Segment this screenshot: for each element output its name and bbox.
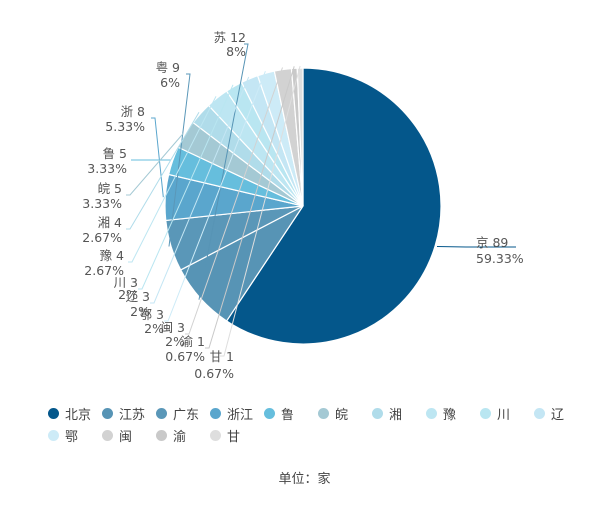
legend-swatch [534, 407, 545, 419]
slice-label-percent: 3.33% [87, 161, 127, 176]
legend-item[interactable]: 闽 [102, 427, 156, 445]
slice-label-value: 甘 1 [210, 349, 234, 364]
legend-swatch [318, 407, 329, 419]
slice-label-percent: 0.67% [194, 366, 234, 381]
pie-slice[interactable] [225, 67, 442, 345]
pie-slice[interactable] [296, 67, 304, 207]
legend-item[interactable]: 渝 [156, 427, 210, 445]
legend: 北京 江苏 广东 浙江 鲁 皖 湘 豫 川 辽鄂 闽 渝 甘 [48, 405, 588, 445]
leader-line [168, 73, 191, 247]
leader-line [164, 71, 266, 322]
legend-item[interactable]: 浙江 [210, 405, 264, 423]
legend-swatch [210, 407, 221, 419]
slice-label-percent: 59.33% [476, 251, 524, 266]
leader-line [198, 43, 249, 300]
legend-item[interactable]: 鄂 [48, 427, 102, 445]
slice-label-value: 京 89 [476, 235, 508, 250]
legend-swatch [156, 429, 167, 441]
legend-swatch [48, 429, 59, 441]
slice-label-percent: 2% [144, 321, 164, 336]
legend-swatch [156, 407, 167, 419]
legend-item[interactable]: 皖 [318, 405, 372, 423]
leader-line [150, 76, 250, 304]
legend-label: 渝 [173, 429, 187, 445]
legend-label: 江苏 [119, 407, 146, 423]
legend-label: 皖 [335, 407, 349, 423]
leader-line [126, 112, 200, 230]
slice-label-value: 鄂 3 [140, 307, 164, 322]
legend-label: 北京 [65, 407, 92, 423]
slice-label-percent: 2% [165, 334, 185, 349]
slice-label-percent: 8% [226, 44, 246, 59]
legend-label: 甘 [227, 429, 241, 445]
legend-item[interactable]: 豫 [426, 405, 480, 423]
slice-label-percent: 6% [160, 75, 180, 90]
slice-label-value: 粤 9 [156, 60, 180, 75]
slice-label-value: 浙 8 [121, 104, 145, 119]
slice-label-percent: 2.67% [82, 230, 122, 245]
leader-line [220, 65, 301, 357]
leader-line [126, 133, 184, 196]
legend-swatch [102, 407, 113, 419]
legend-item[interactable]: 甘 [210, 427, 264, 445]
legend-swatch [264, 407, 275, 419]
slice-label-value: 皖 5 [98, 181, 122, 196]
slice-label-percent: 2.67% [84, 263, 124, 278]
slice-label-percent: 5.33% [105, 119, 145, 134]
unit-note: 单位：家 [278, 472, 331, 487]
slice-label-percent: 2% [130, 304, 150, 319]
slice-label-value: 豫 4 [100, 248, 124, 263]
legend-label: 辽 [551, 407, 565, 423]
legend-label: 广东 [173, 407, 200, 423]
leader-line [205, 66, 295, 349]
slice-label-value: 渝 1 [181, 334, 205, 349]
legend-swatch [210, 429, 221, 441]
slice-label-value: 川 3 [114, 275, 138, 290]
legend-label: 鲁 [281, 407, 295, 423]
leader-line [436, 246, 516, 248]
legend-label: 鄂 [65, 429, 79, 445]
slice-label-value: 苏 12 [214, 30, 246, 45]
slice-label-value: 鲁 5 [103, 146, 127, 161]
legend-item[interactable]: 川 [480, 405, 534, 423]
slice-label-percent: 2% [118, 287, 138, 302]
legend-label: 豫 [443, 407, 457, 423]
legend-label: 闽 [119, 429, 133, 445]
legend-label: 浙江 [227, 407, 254, 423]
slice-label-percent: 0.67% [165, 349, 205, 364]
legend-item[interactable]: 北京 [48, 405, 102, 423]
legend-item[interactable]: 广东 [156, 405, 210, 423]
legend-item[interactable]: 江苏 [102, 405, 156, 423]
legend-swatch [372, 407, 383, 419]
leader-line [185, 67, 283, 335]
leader-line [138, 84, 234, 290]
legend-swatch [480, 407, 491, 419]
legend-label: 川 [497, 407, 511, 423]
slice-label-value: 湘 4 [98, 215, 122, 230]
slice-label-value: 闽 3 [161, 320, 185, 335]
leader-line [151, 117, 164, 198]
slice-label-percent: 3.33% [82, 196, 122, 211]
slice-label-value: 辽 3 [126, 289, 150, 304]
legend-item[interactable]: 湘 [372, 405, 426, 423]
legend-swatch [102, 429, 113, 441]
legend-label: 湘 [389, 407, 403, 423]
leader-line [128, 96, 217, 263]
legend-item[interactable]: 鲁 [264, 405, 318, 423]
legend-swatch [426, 407, 437, 419]
legend-item[interactable]: 辽 [534, 405, 588, 423]
legend-swatch [48, 407, 59, 419]
